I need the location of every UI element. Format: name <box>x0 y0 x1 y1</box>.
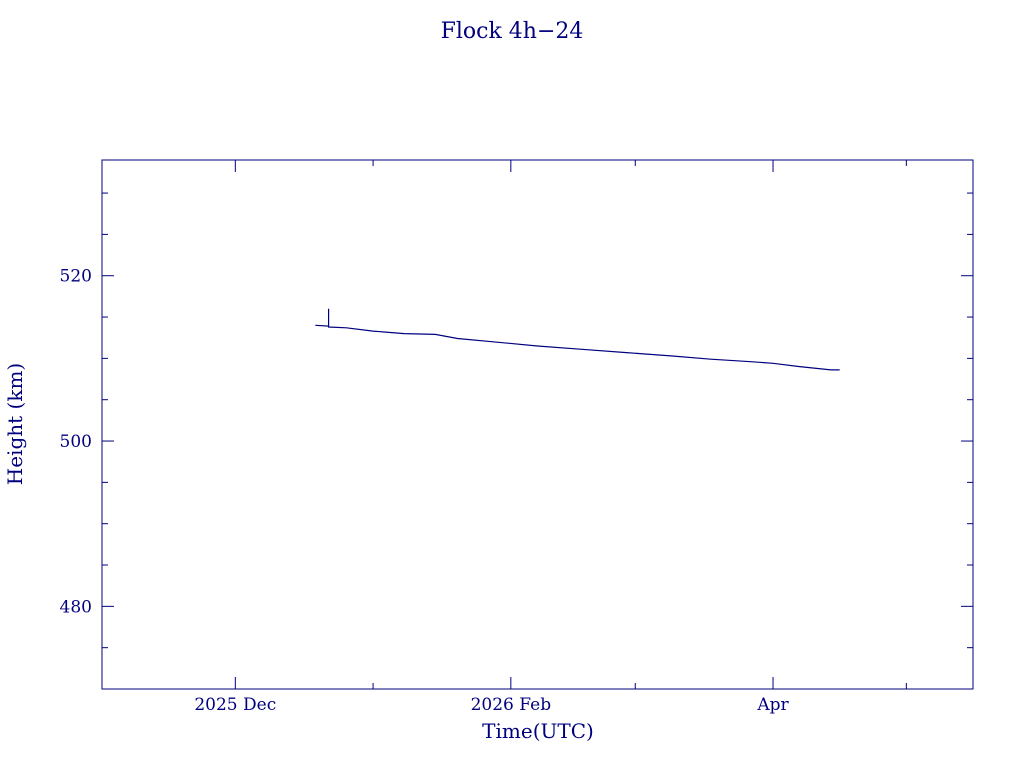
height-series-line <box>315 308 840 371</box>
y-tick-label: 480 <box>60 597 92 617</box>
x-tick-label: 2025 Dec <box>194 695 276 715</box>
x-axis-ticks: 2025 Dec 2026 Feb Apr <box>194 160 907 715</box>
x-axis-label: Time(UTC) <box>482 719 594 743</box>
chart-title: Flock 4h−24 <box>441 19 584 44</box>
y-axis-ticks: 480 500 520 <box>60 192 973 690</box>
y-tick-label: 520 <box>60 267 92 287</box>
x-tick-label: Apr <box>756 695 789 715</box>
plot-frame <box>101 159 974 690</box>
y-tick-label: 500 <box>60 432 92 452</box>
y-axis-label: Height (km) <box>3 363 27 485</box>
x-tick-label: 2026 Feb <box>471 695 552 715</box>
series-layer <box>315 308 840 371</box>
